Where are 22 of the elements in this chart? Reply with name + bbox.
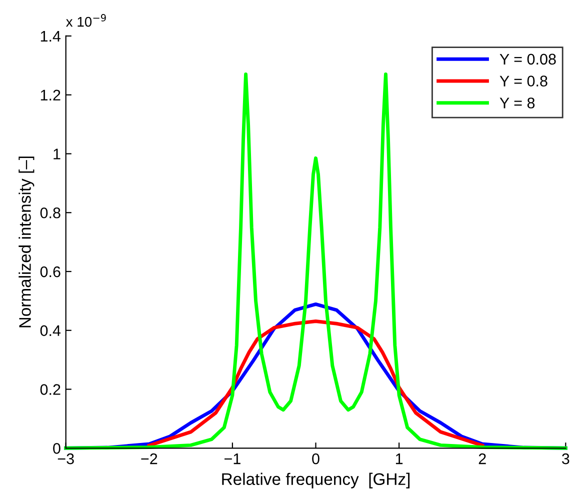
x-tick-label: 1 [396, 454, 403, 464]
y-tick-label: 0 [53, 443, 60, 454]
line-series [147, 320, 484, 448]
x-tick-label: −2 [141, 453, 158, 464]
legend-label: Y = 0.08 [500, 54, 556, 65]
x-tick-label: −1 [224, 454, 240, 464]
y-tick-label: 0.6 [40, 266, 60, 278]
x-tick-label: 3 [562, 453, 570, 464]
x-tick-label: −3 [58, 453, 74, 464]
legend-label: Y = 8 [500, 98, 535, 108]
y-tick-label: 1.2 [40, 90, 60, 100]
y-axis-title: Normalized intensity [–] [18, 156, 34, 328]
y-tick-label: 0.4 [40, 325, 61, 336]
y-tick-label: 1 [54, 148, 60, 160]
x-tick-label: 0 [312, 453, 320, 464]
y-tick-label: 0.8 [40, 207, 60, 218]
x-tick-label: 2 [478, 453, 486, 464]
y-tick-label: 0.2 [40, 384, 60, 395]
text: x 10$^{−9}$ [66, 14, 106, 27]
x-axis-title: Relative frequency [GHz] [222, 472, 410, 488]
y-tick-label: 1.4 [40, 31, 61, 42]
legend-label: Y = 0.8 [500, 76, 548, 86]
